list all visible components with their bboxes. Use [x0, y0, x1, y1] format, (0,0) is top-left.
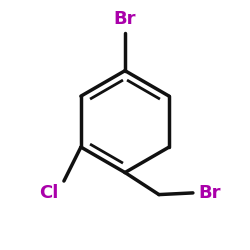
Text: Br: Br [198, 184, 220, 202]
Text: Cl: Cl [40, 184, 59, 202]
Text: Br: Br [114, 10, 136, 28]
